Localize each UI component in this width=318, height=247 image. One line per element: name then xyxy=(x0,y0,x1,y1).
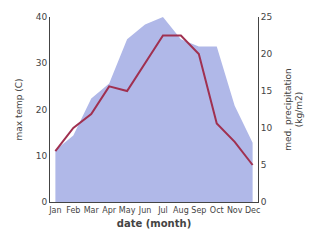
svg-text:Jun: Jun xyxy=(138,206,152,215)
svg-text:Jan: Jan xyxy=(48,206,61,215)
svg-text:May: May xyxy=(119,206,136,215)
svg-text:20: 20 xyxy=(36,105,48,115)
svg-text:max temp (C): max temp (C) xyxy=(14,78,24,140)
svg-text:Jul: Jul xyxy=(157,206,168,215)
svg-text:10: 10 xyxy=(261,123,273,133)
svg-text:15: 15 xyxy=(261,86,272,96)
svg-text:0: 0 xyxy=(261,197,267,207)
svg-text:10: 10 xyxy=(36,151,48,161)
svg-text:0: 0 xyxy=(41,197,47,207)
svg-text:Aug: Aug xyxy=(173,206,189,215)
svg-text:40: 40 xyxy=(36,12,48,22)
svg-text:Apr: Apr xyxy=(102,206,117,215)
svg-text:20: 20 xyxy=(261,49,273,59)
svg-text:date (month): date (month) xyxy=(117,218,191,229)
svg-text:Sep: Sep xyxy=(191,206,206,215)
svg-text:Feb: Feb xyxy=(66,206,80,215)
svg-text:Oct: Oct xyxy=(210,206,224,215)
svg-text:Nov: Nov xyxy=(227,206,243,215)
svg-text:Mar: Mar xyxy=(84,206,100,215)
svg-text:5: 5 xyxy=(261,160,267,170)
svg-text:med. precipitation(kg/m2): med. precipitation(kg/m2) xyxy=(283,68,305,150)
svg-text:Dec: Dec xyxy=(245,206,260,215)
svg-text:30: 30 xyxy=(36,58,48,68)
svg-text:25: 25 xyxy=(261,12,272,22)
